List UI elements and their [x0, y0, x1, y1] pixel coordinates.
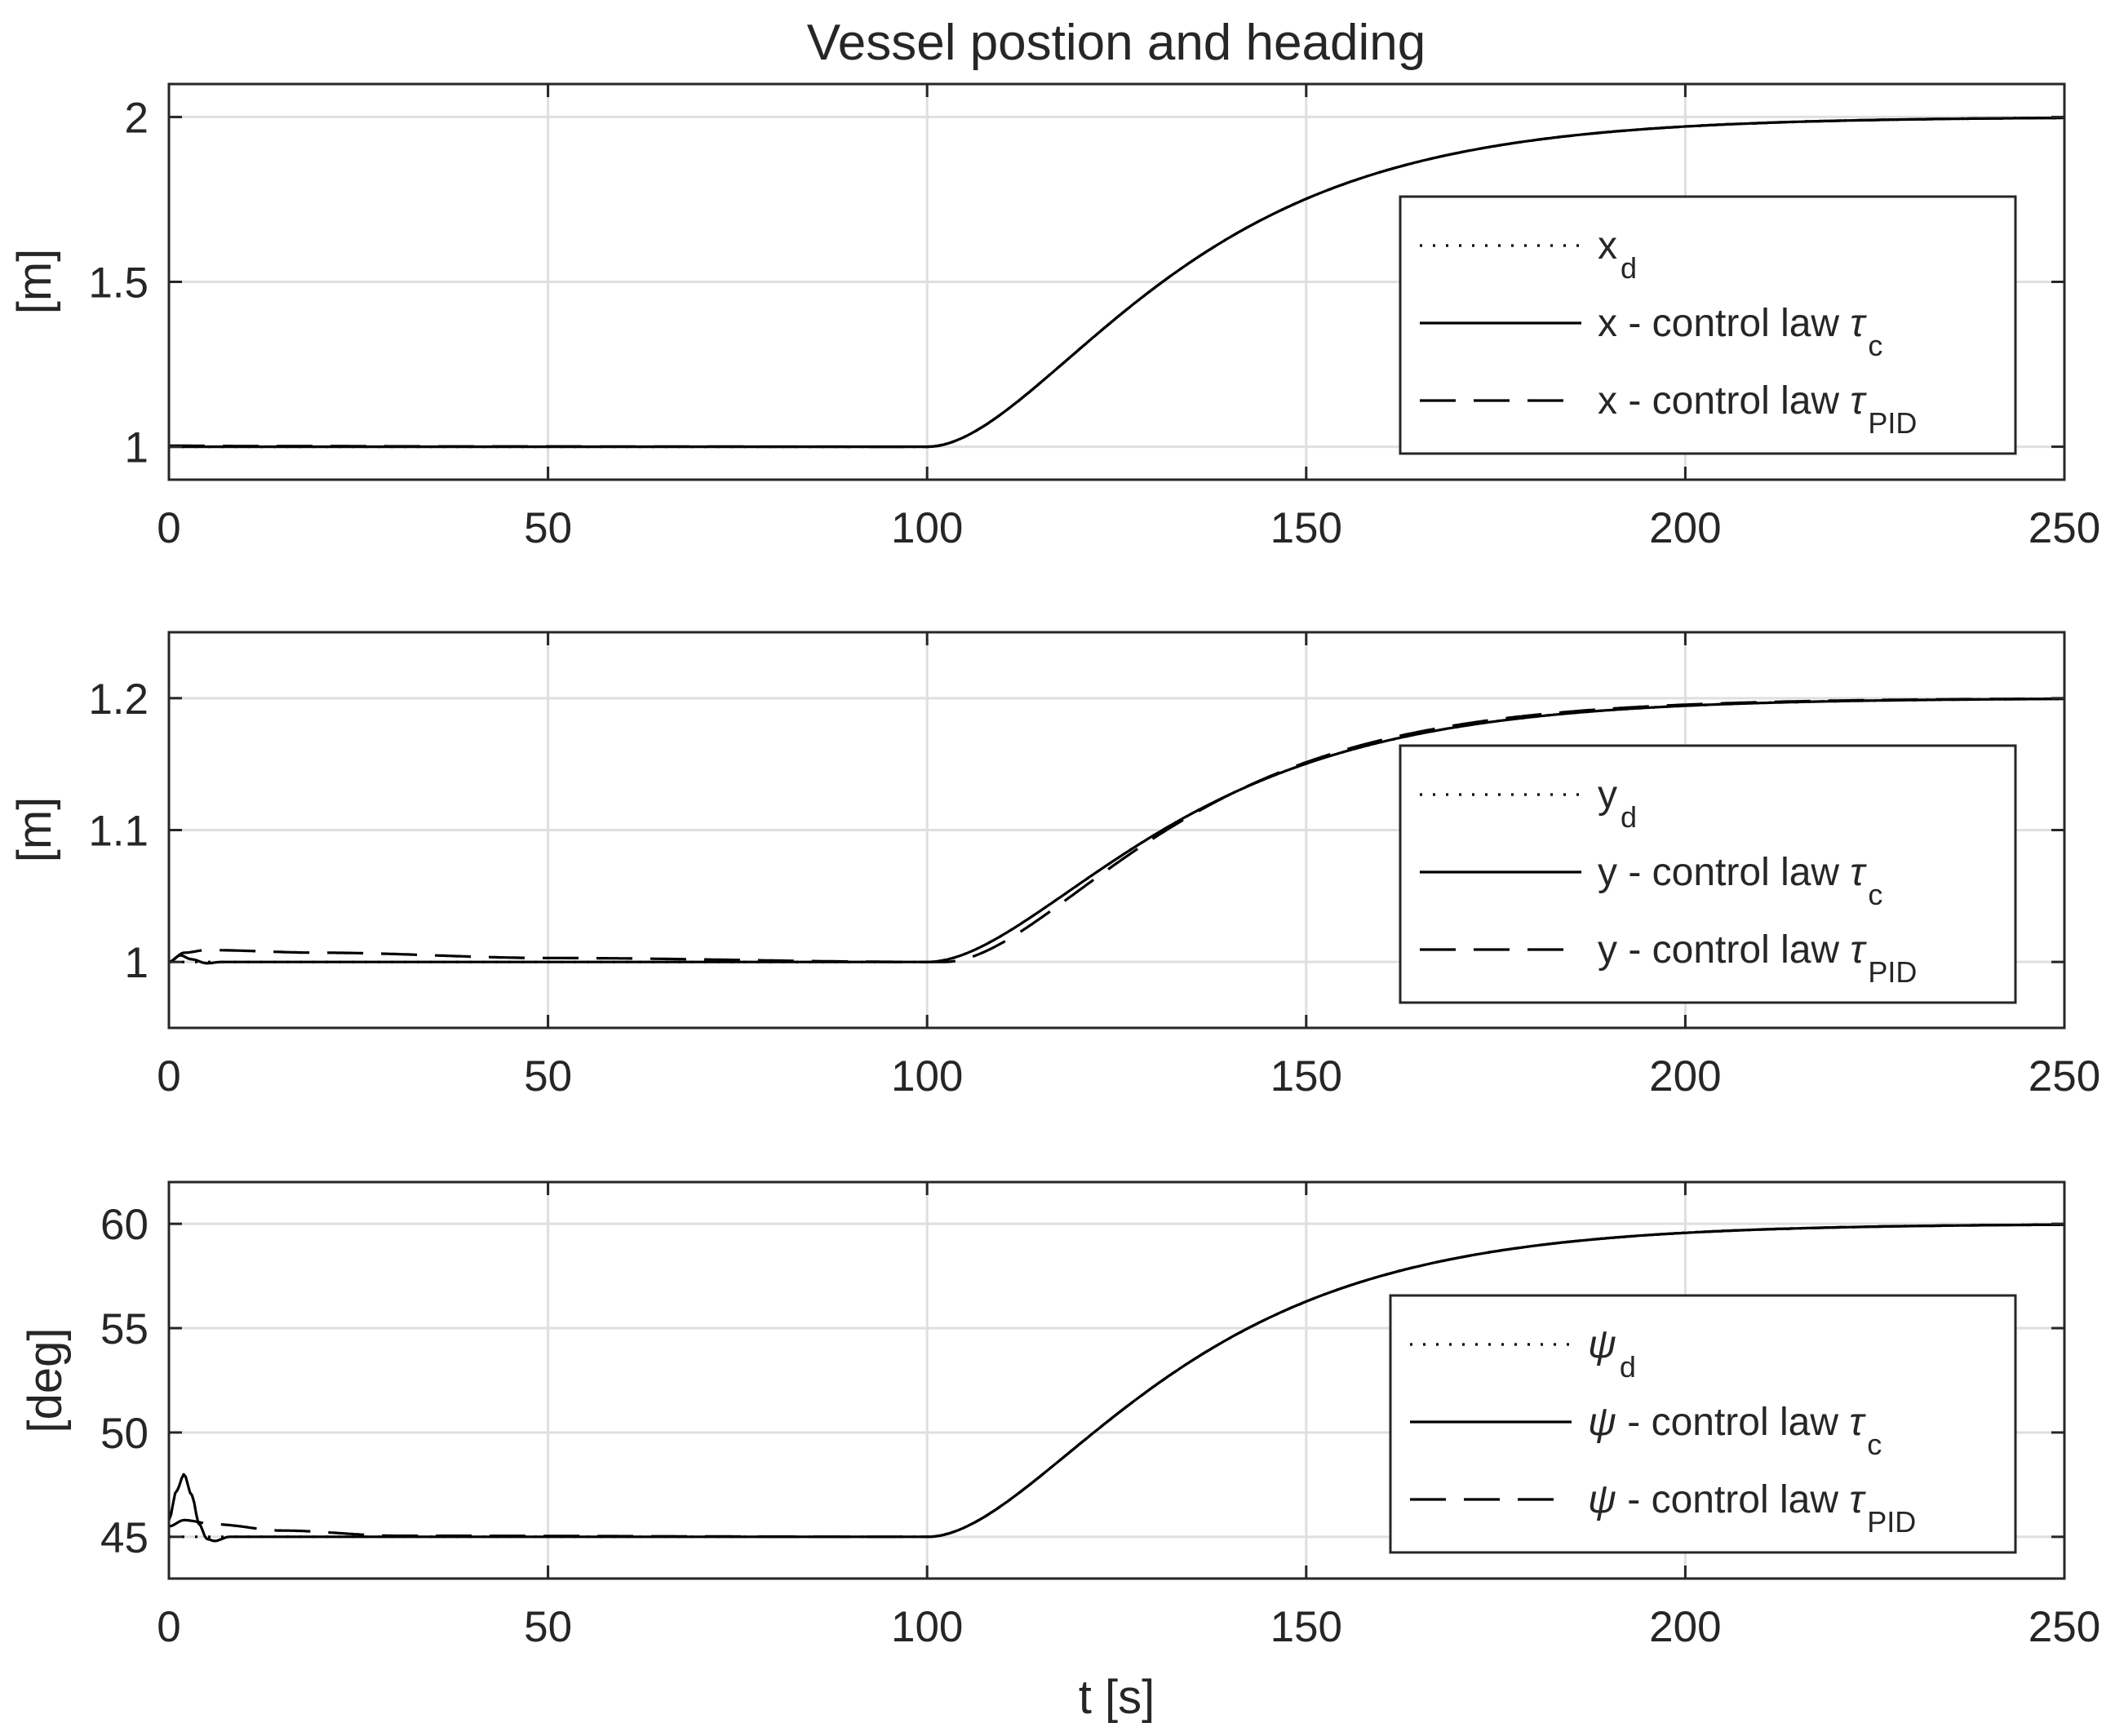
series-line-dashed [168, 1223, 2064, 1539]
plot-panel-3: 0 50 100 150 200 250 45 50 55 60 [deg] t [s] ψd ψ - c… [19, 1180, 2100, 1724]
legend-box [1399, 744, 2017, 1004]
series-line-dashed [168, 697, 2064, 963]
axes-frame [167, 1180, 2066, 1580]
x-tick-label: 250 [2029, 1052, 2100, 1100]
y-tick-label: 60 [100, 1201, 149, 1249]
x-tick-label: 150 [1270, 1052, 1342, 1100]
x-tick-label: 0 [157, 504, 180, 552]
x-tick-label: 0 [157, 1603, 180, 1651]
series-line-dashed [169, 116, 2064, 449]
y-axis-label: [m] [8, 249, 61, 315]
y-tick-label: 1.1 [88, 808, 149, 856]
legend-box [1389, 1294, 2017, 1554]
y-tick-label: 2 [125, 94, 149, 142]
x-tick-label: 150 [1270, 1603, 1342, 1651]
legend-entry-label: ψd [1588, 1323, 1636, 1384]
x-tick-label: 200 [1649, 504, 1721, 552]
legend-entry-label: yd [1598, 773, 1637, 834]
x-tick-label: 150 [1270, 504, 1342, 552]
legend-box [1399, 195, 2017, 455]
legend-entry-label: ψ - control law τPID [1588, 1478, 1916, 1539]
legend-entry-label: y - control law τPID [1598, 928, 1917, 989]
y-tick-label: 1.5 [88, 259, 149, 308]
y-tick-label: 1 [125, 939, 149, 987]
x-tick-label: 50 [524, 1052, 572, 1100]
x-tick-label: 100 [891, 504, 963, 552]
y-tick-label: 50 [100, 1410, 149, 1458]
x-tick-label: 100 [891, 1603, 963, 1651]
legend: yd y - control law τc y - control law τPID [1399, 744, 2017, 1004]
x-tick-label: 100 [891, 1052, 963, 1100]
x-tick-label: 200 [1649, 1052, 1721, 1100]
x-tick-label: 250 [2029, 504, 2100, 552]
legend: xd x - control law τc x - control law τPID [1399, 195, 2017, 455]
y-axis-label: [deg] [19, 1328, 72, 1433]
y-tick-label: 1 [125, 424, 149, 472]
y-tick-label: 45 [100, 1514, 149, 1562]
x-tick-label: 0 [157, 1052, 180, 1100]
legend-entry-label: y - control law τc [1598, 851, 1882, 911]
y-tick-label: 55 [100, 1305, 149, 1353]
y-axis-label: [m] [8, 797, 61, 863]
plot-panel-2: 0 50 100 150 200 250 1 1.1 1.2 [m] yd y - control l… [8, 631, 2100, 1100]
y-tick-label: 1.2 [88, 675, 149, 724]
plot-panel-1: 0 50 100 150 200 250 1 1.5 2 [m] xd x - control law… [8, 82, 2100, 552]
x-tick-label: 50 [524, 1603, 572, 1651]
x-tick-label: 50 [524, 504, 572, 552]
x-tick-label: 250 [2029, 1603, 2100, 1651]
legend-entry-label: ψ - control law τc [1588, 1401, 1882, 1461]
legend-entry-label: x - control law τc [1598, 302, 1882, 362]
x-axis-label: t [s] [1079, 1671, 1155, 1724]
chart-title: Vessel postion and heading [807, 15, 1426, 71]
legend-entry-label: xd [1598, 224, 1637, 285]
x-tick-label: 200 [1649, 1603, 1721, 1651]
legend-entry-label: x - control law τPID [1598, 379, 1917, 440]
legend: ψd ψ - control law τc ψ - control law τPID [1389, 1294, 2017, 1554]
